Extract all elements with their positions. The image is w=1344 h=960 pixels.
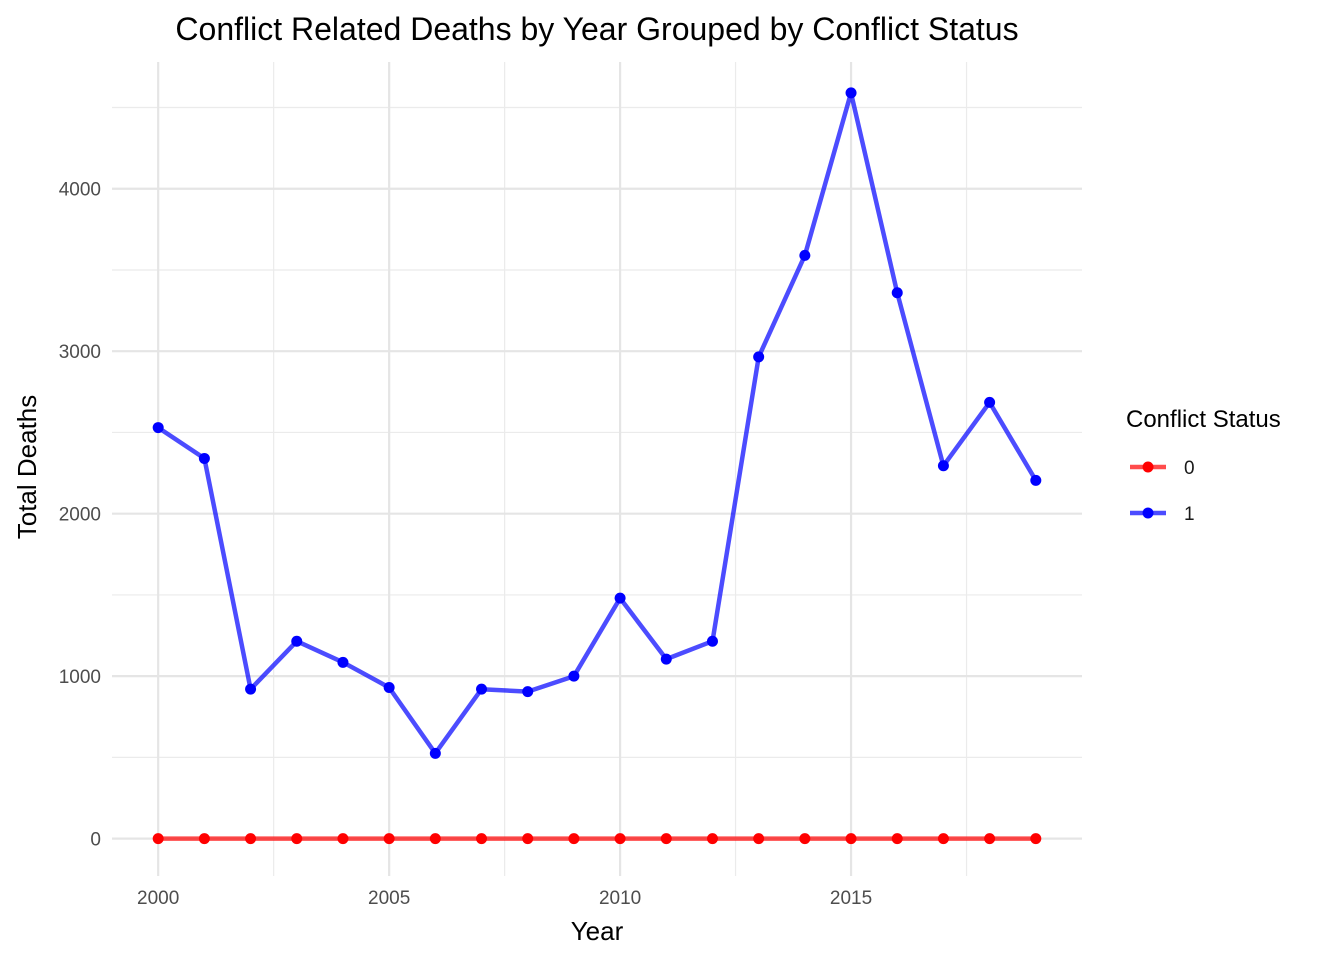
data-point [337,656,349,668]
data-point [245,833,257,845]
series-1 [152,87,1042,759]
legend-title: Conflict Status [1126,406,1281,433]
data-point [799,833,811,845]
series-line [156,90,1038,756]
legend: Conflict Status 0 1 [1126,406,1281,525]
data-point [614,833,626,845]
legend-label: 0 [1184,458,1195,479]
data-point [245,683,257,695]
data-point [1030,474,1042,486]
y-tick-label: 1000 [59,667,101,688]
data-point [152,422,164,434]
legend-point-swatch [1142,461,1154,473]
y-axis-title: Total Deaths [12,395,42,540]
data-point [614,592,626,604]
data-point [937,460,949,472]
data-point [706,635,718,647]
y-tick-label: 4000 [59,180,101,201]
data-point [891,833,903,845]
series-0 [152,833,1042,845]
data-point [568,670,580,682]
data-point [152,833,164,845]
y-tick-label: 0 [90,830,101,851]
data-point [1030,833,1042,845]
legend-item: 0 [1130,458,1195,479]
x-axis-title: Year [571,916,624,946]
chart-title: Conflict Related Deaths by Year Grouped … [175,11,1018,47]
data-point [660,833,672,845]
data-point [198,452,210,464]
data-point [522,833,534,845]
grid [112,62,1082,876]
data-point [522,686,534,698]
data-point [383,833,395,845]
x-tick-label: 2000 [137,888,179,909]
legend-item: 1 [1130,504,1195,525]
data-point [660,653,672,665]
legend-point-swatch [1142,507,1154,519]
data-point [476,833,488,845]
y-tick-label: 2000 [59,505,101,526]
data-point [984,396,996,408]
x-tick-label: 2010 [599,888,641,909]
data-point [845,833,857,845]
data-point [568,833,580,845]
data-point [383,682,395,694]
x-tick-label: 2015 [830,888,872,909]
data-point [706,833,718,845]
data-point [476,683,488,695]
data-point [291,635,303,647]
data-point [198,833,210,845]
data-point [337,833,349,845]
data-point [984,833,996,845]
x-tick-label: 2005 [368,888,410,909]
data-point [429,833,441,845]
axis-ticks: 2000 2005 2010 2015 0 1000 2000 3000 4000 [59,180,872,909]
data-point [799,249,811,261]
data-point [937,833,949,845]
y-tick-label: 3000 [59,342,101,363]
data-point [891,287,903,299]
data-point [845,87,857,99]
data-point [429,747,441,759]
legend-label: 1 [1184,504,1195,525]
plot-series [152,87,1042,845]
data-point [753,351,765,363]
data-point [291,833,303,845]
data-point [753,833,765,845]
